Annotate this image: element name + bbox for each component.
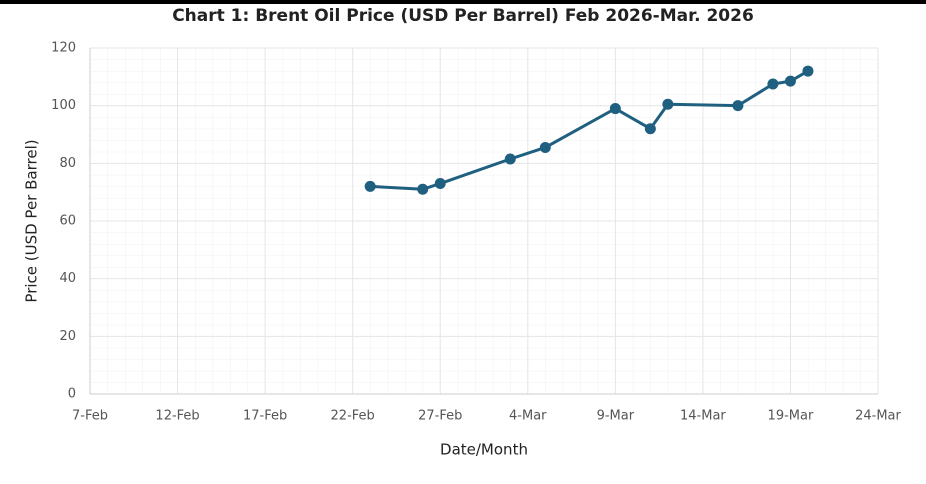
chart-title: Chart 1: Brent Oil Price (USD Per Barrel… — [172, 6, 754, 26]
point — [784, 75, 796, 87]
top-bar — [0, 0, 926, 4]
x-tick-label: 19-Mar — [768, 409, 814, 424]
x-tick-label: 7-Feb — [72, 409, 108, 424]
x-tick-label: 22-Feb — [331, 409, 375, 424]
y-tick-label: 100 — [51, 98, 76, 113]
x-tick-label: 14-Mar — [680, 409, 726, 424]
point — [434, 178, 446, 190]
y-tick-label: 20 — [59, 329, 76, 344]
x-tick-label: 24-Mar — [855, 409, 901, 424]
point — [609, 103, 621, 115]
x-tick-label: 12-Feb — [155, 409, 199, 424]
x-axis-label: Date/Month — [440, 441, 528, 459]
y-tick-label: 60 — [59, 214, 76, 229]
x-tick-label: 17-Feb — [243, 409, 287, 424]
point — [802, 65, 814, 77]
point — [662, 98, 674, 110]
y-tick-label: 0 — [68, 387, 76, 402]
point — [732, 100, 744, 112]
y-tick-label: 80 — [59, 156, 76, 171]
point — [767, 78, 779, 90]
y-tick-label: 40 — [59, 271, 76, 286]
x-tick-label: 9-Mar — [597, 409, 635, 424]
point — [364, 180, 376, 192]
point — [417, 183, 429, 195]
x-tick-label: 4-Mar — [509, 409, 547, 424]
x-tick-label: 27-Feb — [418, 409, 462, 424]
point — [644, 123, 656, 135]
point — [539, 141, 551, 153]
point — [504, 153, 516, 165]
y-tick-label: 120 — [51, 41, 76, 56]
y-axis-label: Price (USD Per Barrel) — [23, 139, 41, 302]
